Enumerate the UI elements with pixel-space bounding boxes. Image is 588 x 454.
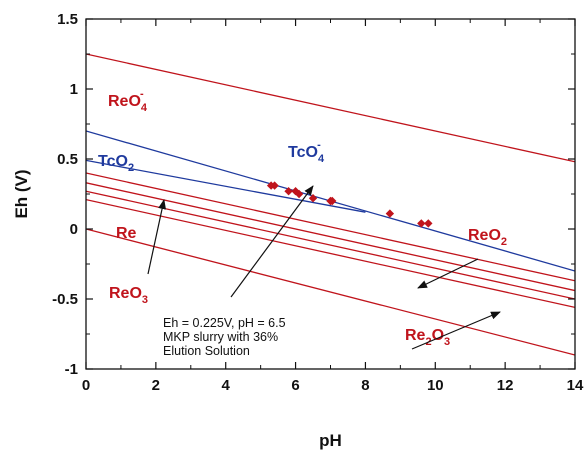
y-tick-label: 0.5 — [57, 151, 78, 168]
x-tick-label: 8 — [361, 377, 369, 394]
species-label: Re — [116, 225, 137, 242]
annotation-text-line: MKP slurry with 36% — [163, 330, 278, 344]
technetium-boundary-line-2 — [86, 159, 366, 213]
annotation-arrow — [411, 311, 501, 350]
annotation-arrow — [417, 258, 479, 289]
species-label: ReO2 — [468, 227, 507, 248]
data-point — [294, 189, 304, 199]
data-point — [270, 181, 279, 190]
x-axis-title: pH — [319, 431, 342, 450]
data-point — [308, 194, 318, 203]
y-tick-label: 0 — [70, 221, 78, 238]
species-label: TcO4- — [288, 139, 325, 165]
species-label: TcO2 — [98, 153, 134, 174]
x-tick-label: 14 — [567, 377, 584, 394]
x-tick-label: 2 — [152, 377, 160, 394]
rhenium-boundary-line-6 — [86, 228, 575, 356]
y-axis-title: Eh (V) — [12, 169, 31, 218]
y-tick-label: 1.5 — [57, 11, 78, 28]
x-tick-label: 0 — [82, 377, 90, 394]
annotation-text-line: Eh = 0.225V, pH = 6.5 — [163, 316, 286, 330]
data-point — [328, 196, 337, 206]
rhenium-boundary-line-5 — [86, 198, 575, 309]
data-point — [417, 219, 426, 228]
annotation-arrow — [147, 199, 167, 275]
data-point — [424, 219, 433, 228]
x-tick-label: 4 — [222, 377, 231, 394]
rhenium-boundary-line-3 — [86, 182, 575, 292]
species-labels: ReO4- TcO4- TcO2 Re ReO3 ReO2 Re2O3 — [98, 88, 507, 348]
y-tick-label: -1 — [65, 361, 78, 378]
x-tick-label: 10 — [427, 377, 444, 394]
annotation-text-line: Elution Solution — [163, 344, 250, 358]
boundary-lines — [86, 53, 575, 356]
annotation-arrow — [230, 185, 314, 298]
rhenium-boundary-line-2 — [86, 172, 575, 282]
species-label: ReO3 — [109, 285, 148, 306]
measurement-points — [266, 181, 433, 228]
plot-frame — [85, 18, 576, 370]
rhenium-boundary-line-4 — [86, 190, 575, 300]
rhenium-boundary-line-1 — [86, 53, 575, 163]
y-tick-label: 1 — [70, 81, 78, 98]
x-tick-label: 12 — [497, 377, 514, 394]
x-tick-label: 6 — [291, 377, 299, 394]
data-point — [284, 187, 293, 196]
data-point — [385, 209, 395, 218]
axes: 0 2 4 6 8 10 12 14 -1 -0.5 0 0.5 1 1.5 pH Eh (V) — [12, 11, 584, 450]
species-label: ReO4- — [108, 88, 148, 114]
species-label: Re2O3 — [405, 327, 450, 348]
y-tick-label: -0.5 — [52, 291, 78, 308]
